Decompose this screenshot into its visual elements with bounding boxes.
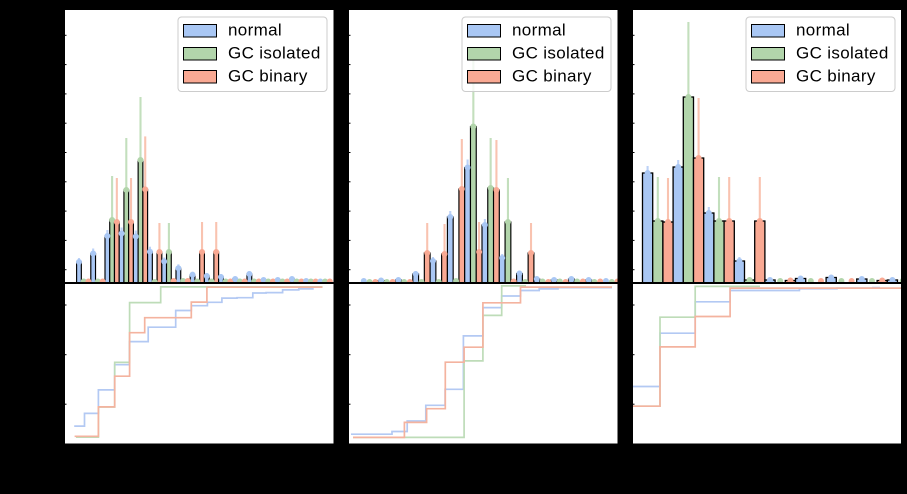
svg-text:GC isolated: GC isolated bbox=[512, 44, 605, 63]
svg-text:GC binary: GC binary bbox=[796, 67, 876, 86]
svg-text:normal: normal bbox=[228, 21, 282, 40]
svg-text:GC binary: GC binary bbox=[228, 67, 308, 86]
svg-text:GC isolated: GC isolated bbox=[228, 44, 321, 63]
svg-text:normal: normal bbox=[512, 21, 566, 40]
svg-text:GC binary: GC binary bbox=[512, 67, 592, 86]
svg-text:GC isolated: GC isolated bbox=[796, 44, 889, 63]
svg-text:normal: normal bbox=[796, 21, 850, 40]
